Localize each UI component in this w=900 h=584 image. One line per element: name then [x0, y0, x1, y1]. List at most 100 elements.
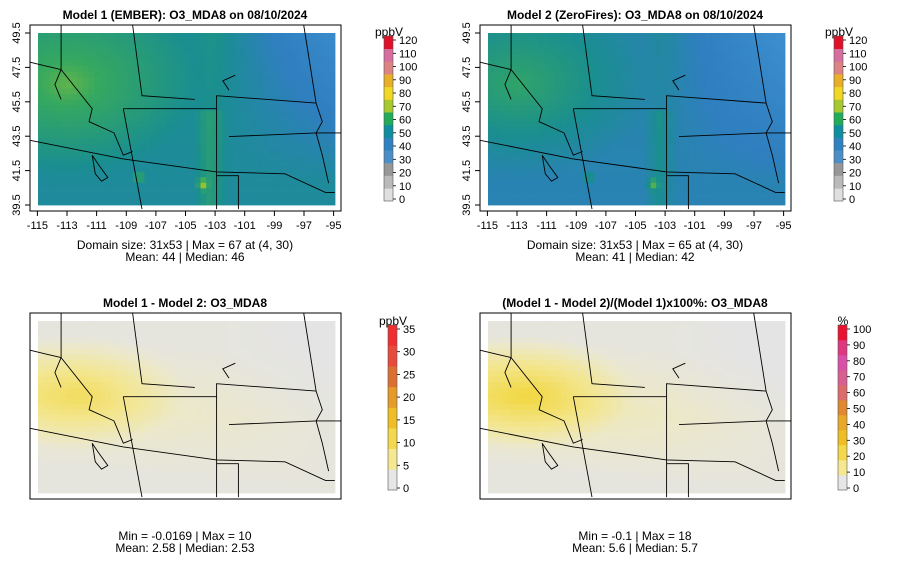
heatmap-cell — [307, 426, 313, 432]
heatmap-cell — [44, 438, 50, 444]
heatmap-cell — [195, 172, 201, 178]
heatmap-cell — [161, 61, 167, 67]
heatmap-cell — [494, 150, 500, 156]
heatmap-cell — [184, 349, 190, 355]
heatmap-cell — [290, 144, 296, 150]
heatmap-cell — [763, 155, 769, 161]
heatmap-cell — [60, 465, 66, 471]
heatmap-cell — [156, 365, 162, 371]
heatmap-cell — [566, 44, 572, 50]
heatmap-cell — [55, 55, 61, 61]
heatmap-cell — [60, 127, 66, 133]
heatmap-cell — [128, 194, 134, 200]
heatmap-cell — [217, 443, 223, 449]
heatmap-cell — [651, 39, 657, 45]
heatmap-cell — [262, 199, 268, 205]
heatmap-cell — [77, 61, 83, 67]
heatmap-cell — [757, 199, 763, 205]
heatmap-cell — [66, 476, 72, 482]
heatmap-cell — [561, 183, 567, 189]
heatmap-cell — [285, 88, 291, 94]
heatmap-cell — [273, 44, 279, 50]
heatmap-cell — [656, 39, 662, 45]
heatmap-cell — [533, 199, 539, 205]
heatmap-cell — [290, 426, 296, 432]
heatmap-cell — [161, 343, 167, 349]
heatmap-cell — [201, 133, 207, 139]
heatmap-cell — [144, 183, 150, 189]
heatmap-cell — [111, 61, 117, 67]
heatmap-cell — [122, 199, 128, 205]
heatmap-cell — [128, 44, 134, 50]
heatmap-cell — [167, 321, 173, 327]
heatmap-cell — [128, 388, 134, 394]
heatmap-cell — [723, 127, 729, 133]
heatmap-cell — [701, 94, 707, 100]
heatmap-cell — [206, 321, 212, 327]
heatmap-cell — [172, 321, 178, 327]
heatmap-cell — [757, 155, 763, 161]
heatmap-cell — [44, 133, 50, 139]
heatmap-cell — [729, 183, 735, 189]
heatmap-cell — [516, 161, 522, 167]
heatmap-cell — [178, 116, 184, 122]
heatmap-cell — [77, 354, 83, 360]
heatmap-cell — [324, 44, 330, 50]
heatmap-cell — [550, 44, 556, 50]
heatmap-cell — [262, 172, 268, 178]
heatmap-cell — [128, 399, 134, 405]
heatmap-cell — [240, 432, 246, 438]
heatmap-cell — [606, 83, 612, 89]
heatmap-cell — [533, 194, 539, 200]
heatmap-cell — [77, 471, 83, 477]
heatmap-cell — [139, 471, 145, 477]
heatmap-cell — [561, 116, 567, 122]
heatmap-cell — [150, 138, 156, 144]
heatmap-cell — [645, 138, 651, 144]
heatmap-cell — [201, 105, 207, 111]
heatmap-cell — [729, 105, 735, 111]
heatmap-cell — [273, 133, 279, 139]
heatmap-cell — [172, 393, 178, 399]
heatmap-cell — [206, 138, 212, 144]
heatmap-cell — [679, 150, 685, 156]
heatmap-cell — [189, 376, 195, 382]
heatmap-cell — [285, 426, 291, 432]
heatmap-cell — [128, 360, 134, 366]
heatmap-cell — [195, 327, 201, 333]
heatmap-cell — [223, 183, 229, 189]
heatmap-cell — [184, 471, 190, 477]
heatmap-cell — [44, 66, 50, 72]
heatmap-cell — [679, 183, 685, 189]
heatmap-cell — [538, 33, 544, 39]
heatmap-cell — [522, 66, 528, 72]
heatmap-cells — [38, 321, 335, 493]
heatmap-cell — [150, 415, 156, 421]
heatmap-cell — [195, 122, 201, 128]
heatmap-cell — [212, 44, 218, 50]
heatmap-cell — [572, 144, 578, 150]
heatmap-cell — [139, 111, 145, 117]
heatmap-cell — [538, 127, 544, 133]
heatmap-cell — [257, 194, 263, 200]
heatmap-cell — [555, 66, 561, 72]
heatmap-cell — [262, 426, 268, 432]
heatmap-cell — [746, 155, 752, 161]
heatmap-cell — [116, 465, 122, 471]
heatmap-cell — [679, 161, 685, 167]
heatmap-cell — [251, 111, 257, 117]
heatmap-cell — [606, 188, 612, 194]
heatmap-cell — [195, 415, 201, 421]
heatmap-cell — [83, 138, 89, 144]
heatmap-cell — [72, 77, 78, 83]
heatmap-cell — [307, 376, 313, 382]
legend-label: 80 — [849, 88, 861, 100]
heatmap-cell — [245, 166, 251, 172]
heatmap-cell — [212, 338, 218, 344]
heatmap-cell — [217, 460, 223, 466]
heatmap-cell — [111, 122, 117, 128]
heatmap-cell — [329, 465, 335, 471]
heatmap-cell — [206, 111, 212, 117]
heatmap-cell — [77, 465, 83, 471]
heatmap-cell — [746, 88, 752, 94]
